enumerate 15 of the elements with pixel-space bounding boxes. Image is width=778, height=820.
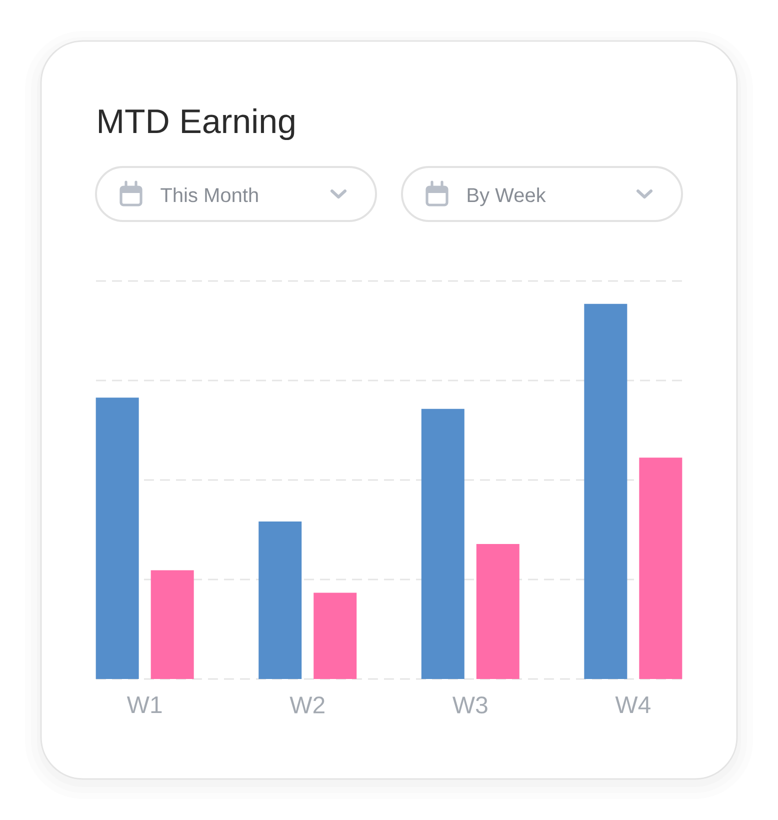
bar	[258, 521, 302, 679]
x-tick-label: W3	[452, 696, 488, 714]
bar	[96, 398, 139, 679]
bar	[639, 458, 682, 679]
x-tick-label: W4	[615, 696, 650, 714]
bar	[421, 408, 464, 679]
text: By Week	[468, 188, 546, 206]
bar	[476, 544, 520, 679]
chart-title: MTD Earning	[98, 108, 294, 140]
x-tick-label: W2	[290, 696, 324, 714]
x-tick-label: W1	[126, 696, 162, 714]
bar	[314, 592, 357, 679]
bar	[584, 304, 628, 679]
bar	[150, 570, 194, 679]
text: This Month	[160, 188, 258, 202]
